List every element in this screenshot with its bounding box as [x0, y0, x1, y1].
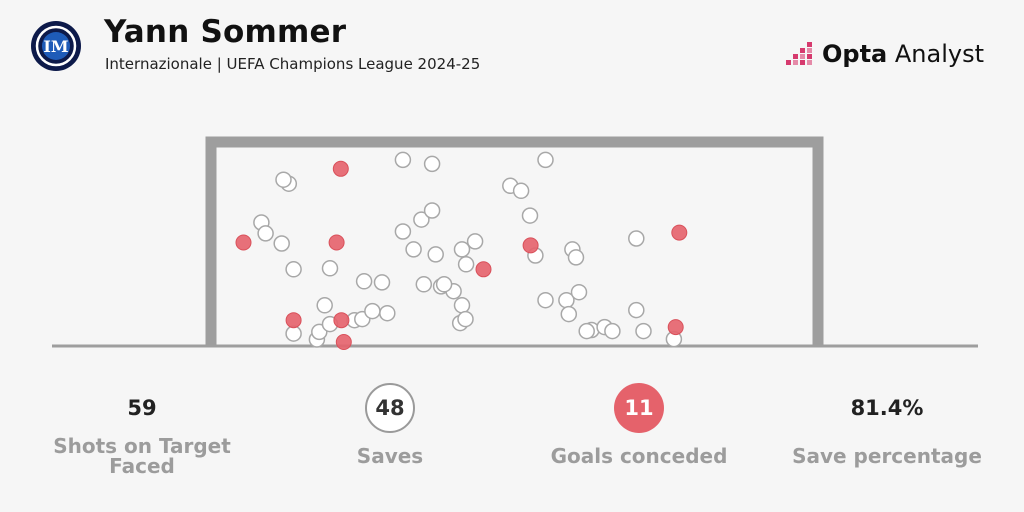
save-shot-marker-14	[413, 211, 430, 228]
goal-shot-marker-8	[671, 224, 688, 241]
save-shot-marker-15	[423, 202, 441, 219]
goal-shot-marker-4	[333, 312, 350, 329]
save-shot-marker-5	[285, 261, 302, 278]
save-shot-marker-33	[466, 233, 484, 250]
subtitle: Internazionale | UEFA Champions League 2…	[105, 55, 481, 73]
save-shot-marker-50	[628, 230, 645, 247]
save-shot-marker-46	[604, 322, 621, 340]
save-shot-marker-12	[423, 155, 441, 173]
stat-saves-value: 48	[365, 383, 415, 433]
stat-goals: 11 Goals conceded	[529, 380, 749, 466]
save-shot-marker-53	[275, 171, 292, 188]
inter-crest-icon: IM	[31, 21, 81, 71]
goal-frame	[205, 136, 824, 346]
stat-shots-label-line-2: Faced	[109, 454, 175, 478]
opta-bars-icon	[786, 42, 812, 65]
save-shot-marker-25	[364, 302, 381, 320]
goal-shot-marker-9	[667, 319, 684, 336]
stat-save-pct-value: 81.4%	[850, 396, 924, 420]
save-shot-marker-19	[435, 276, 453, 293]
svg-text:IM: IM	[43, 37, 68, 56]
save-shot-marker-8	[273, 235, 290, 252]
stat-save-pct: 81.4% Save percentage	[777, 380, 997, 466]
stat-shots-value: 59	[127, 396, 157, 420]
save-shot-marker-22	[373, 274, 391, 291]
save-shot-marker-39	[567, 249, 585, 266]
goal-shot-marker-0	[235, 234, 252, 251]
save-shot-marker-27	[427, 246, 444, 263]
save-shot-marker-32	[457, 310, 474, 328]
shots-layer	[235, 151, 688, 350]
save-shot-marker-18	[453, 297, 471, 314]
stats-row: 59 Shots on Target Faced 48 Saves 11 Goa…	[0, 380, 1024, 500]
brand-text: Opta Analyst	[822, 40, 984, 68]
stat-goals-value: 11	[614, 383, 664, 433]
stat-saves: 48 Saves	[280, 380, 500, 466]
stat-saves-label: Saves	[356, 444, 424, 468]
stat-saves-value-wrap: 48	[280, 380, 500, 436]
goal-shot-marker-5	[335, 334, 352, 350]
brand-light: Analyst	[887, 40, 984, 68]
save-shot-marker-4	[316, 297, 333, 314]
stat-shots-label-line-1: Shots on Target	[53, 434, 231, 458]
save-shot-marker-49	[635, 322, 652, 340]
stat-shots: 59 Shots on Target Faced	[32, 380, 252, 476]
save-shot-marker-20	[415, 276, 433, 293]
goal-shot-marker-2	[328, 234, 345, 251]
save-shot-marker-30	[457, 256, 475, 273]
save-shot-marker-21	[379, 304, 396, 322]
brand-bold: Opta	[822, 40, 888, 68]
save-shot-marker-42	[560, 305, 578, 323]
goal-shot-marker-6	[475, 261, 492, 278]
stat-goals-label: Goals conceded	[550, 444, 728, 468]
save-shot-marker-1	[285, 325, 302, 342]
save-shot-marker-13	[394, 223, 412, 240]
save-shot-marker-11	[394, 151, 412, 169]
save-shot-marker-43	[570, 283, 588, 301]
save-shot-marker-47	[578, 322, 595, 340]
goal-shot-marker-1	[332, 160, 349, 177]
player-name: Yann Sommer	[104, 14, 347, 50]
save-shot-marker-52	[537, 151, 554, 169]
save-shot-marker-29	[453, 241, 471, 258]
save-shot-marker-28	[405, 241, 422, 258]
goal-shot-marker-7	[522, 237, 539, 254]
goal-map-chart	[52, 136, 978, 350]
save-shot-marker-35	[512, 182, 530, 200]
save-shot-marker-6	[321, 260, 339, 277]
stat-save-pct-label: Save percentage	[792, 444, 982, 468]
goal-shot-marker-3	[285, 312, 302, 329]
stat-shots-label: Shots on Target Faced	[32, 436, 252, 476]
save-shot-marker-48	[628, 301, 645, 319]
save-shot-marker-40	[537, 291, 554, 309]
brand-logo: Opta Analyst	[784, 38, 984, 70]
save-shot-marker-26	[355, 273, 373, 290]
stat-goals-value-wrap: 11	[529, 380, 749, 436]
save-shot-marker-36	[521, 207, 539, 224]
save-shot-marker-9	[257, 225, 274, 242]
